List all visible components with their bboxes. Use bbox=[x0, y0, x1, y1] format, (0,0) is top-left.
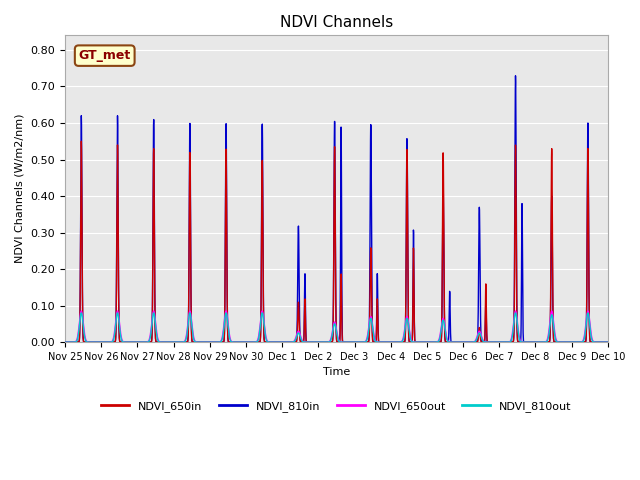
X-axis label: Time: Time bbox=[323, 367, 350, 377]
Legend: NDVI_650in, NDVI_810in, NDVI_650out, NDVI_810out: NDVI_650in, NDVI_810in, NDVI_650out, NDV… bbox=[97, 397, 576, 417]
Title: NDVI Channels: NDVI Channels bbox=[280, 15, 393, 30]
Y-axis label: NDVI Channels (W/m2/nm): NDVI Channels (W/m2/nm) bbox=[15, 114, 25, 264]
Text: GT_met: GT_met bbox=[79, 49, 131, 62]
